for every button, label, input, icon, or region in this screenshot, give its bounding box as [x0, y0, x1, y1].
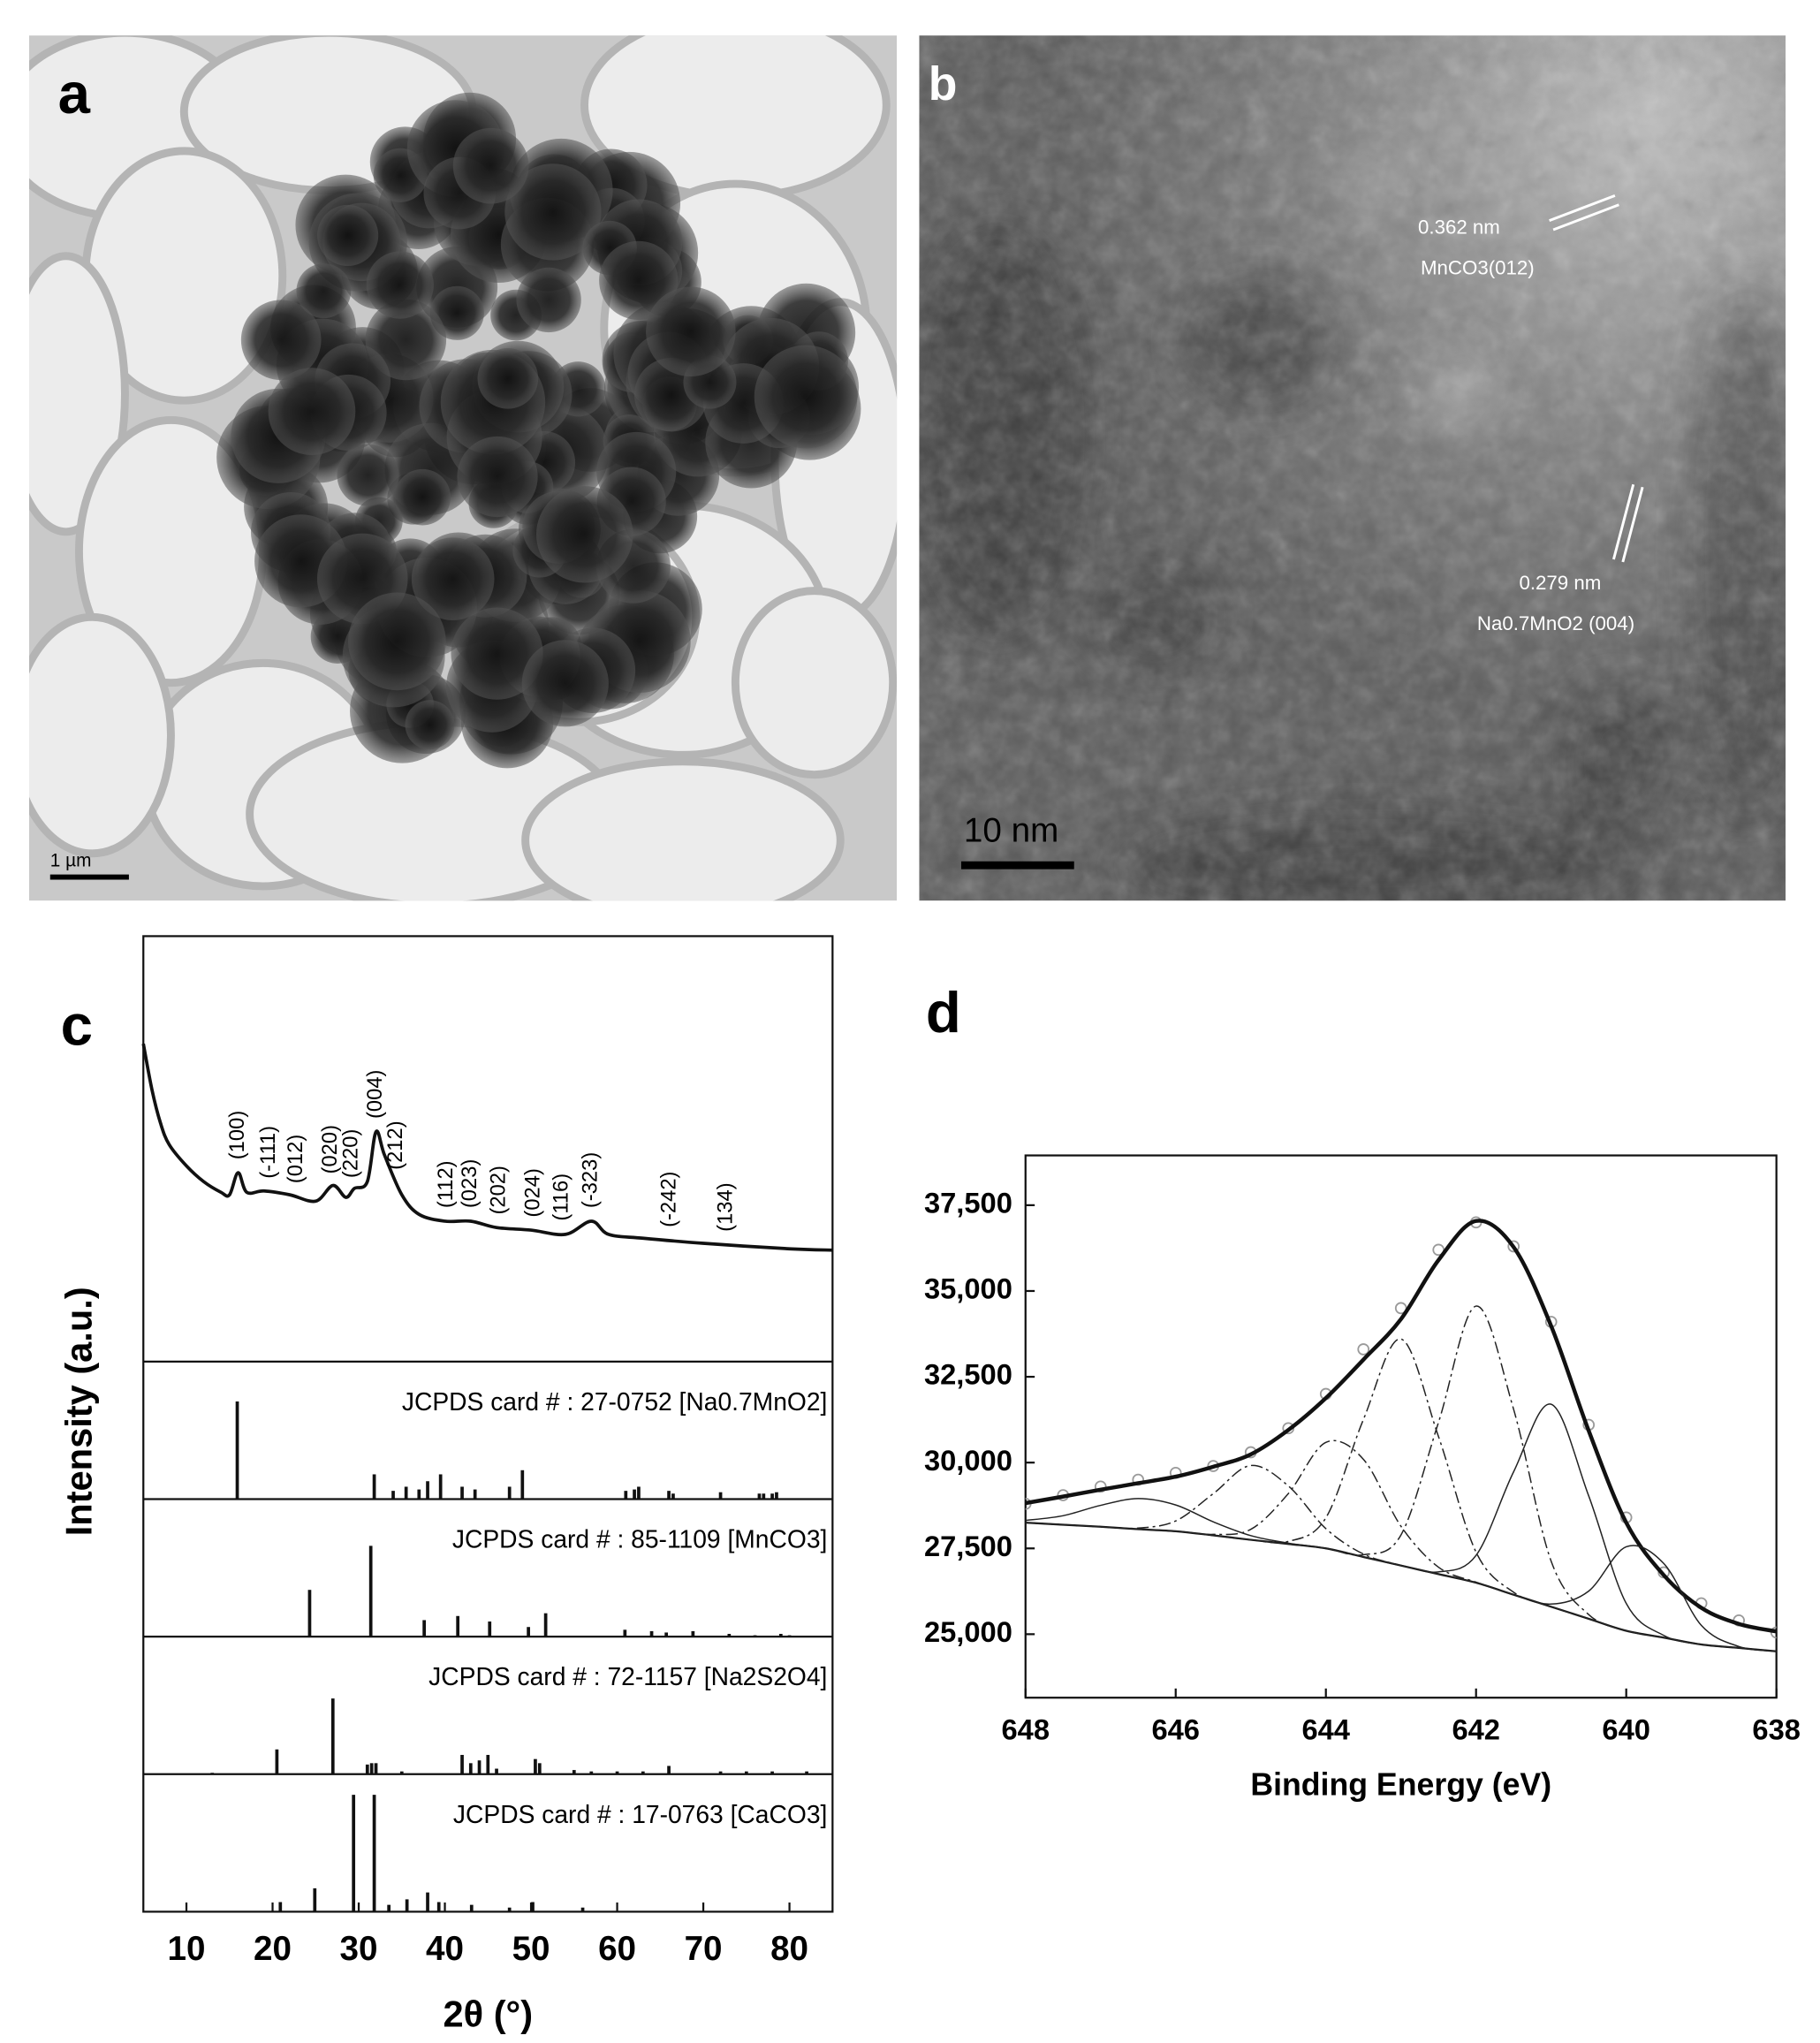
peak-label: (012) — [284, 1135, 307, 1183]
particle — [516, 267, 581, 333]
peak-label: (220) — [339, 1129, 363, 1178]
reference-label: JCPDS card # : 27-0752 [Na0.7MnO2] — [402, 1387, 828, 1416]
micrograph-b — [919, 35, 1786, 901]
particle — [504, 163, 602, 261]
particle — [317, 204, 379, 266]
x-axis-label: 2θ (°) — [444, 1993, 534, 2034]
reference-label: JCPDS card # : 85-1109 [MnCO3] — [452, 1524, 828, 1553]
reference-label: JCPDS card # : 17-0763 [CaCO3] — [453, 1800, 827, 1828]
peak-label: (023) — [458, 1159, 482, 1208]
peak-label: (100) — [225, 1111, 249, 1159]
x-axis-label: Binding Energy (eV) — [1250, 1767, 1551, 1803]
y-tick-label: 27,500 — [924, 1530, 1012, 1562]
y-tick-label: 30,000 — [924, 1444, 1012, 1477]
x-tick-label: 638 — [1752, 1713, 1801, 1745]
particle — [268, 368, 356, 455]
x-tick-label: 10 — [168, 1930, 206, 1968]
y-tick-label: 37,500 — [924, 1187, 1012, 1219]
fit-line — [1025, 1522, 1777, 1652]
particle — [521, 640, 609, 727]
x-tick-label: 648 — [1001, 1713, 1050, 1745]
x-tick-label: 40 — [426, 1930, 464, 1968]
peak-label: (212) — [383, 1120, 407, 1169]
x-tick-label: 80 — [770, 1930, 808, 1968]
support-film-hole — [28, 612, 175, 858]
fit-line — [1025, 1464, 1777, 1652]
peak-label: (020) — [318, 1125, 342, 1173]
x-tick-label: 646 — [1151, 1713, 1200, 1745]
fit-line — [1025, 1305, 1777, 1652]
pattern-line — [141, 1043, 833, 1252]
peak-label: (004) — [363, 1070, 387, 1119]
panel-label: c — [61, 993, 93, 1058]
y-tick-label: 32,500 — [924, 1358, 1012, 1391]
x-tick-label: 640 — [1602, 1713, 1650, 1745]
data-point — [1094, 1480, 1107, 1493]
envelope-line — [1025, 1219, 1777, 1634]
peak-label: (112) — [434, 1160, 458, 1208]
lattice-spacing: 0.362 nm — [1418, 216, 1500, 238]
y-axis-label: Intensity (a.u.) — [57, 1287, 99, 1536]
reference-label: JCPDS card # : 72-1157 [Na2S2O4] — [428, 1662, 827, 1690]
support-film-hole — [731, 587, 898, 779]
data-point — [1357, 1343, 1370, 1356]
y-tick-label: 25,000 — [924, 1615, 1012, 1648]
panel-label: a — [58, 61, 91, 125]
micrograph-a — [28, 35, 898, 901]
particle — [451, 607, 543, 700]
lattice-plane: Na0.7MnO2 (004) — [1477, 612, 1634, 634]
scale-bar-label: 1 µm — [50, 851, 92, 871]
particle — [296, 263, 352, 319]
particle — [365, 299, 447, 381]
lattice-spacing: 0.279 nm — [1519, 572, 1601, 594]
data-point — [1507, 1240, 1520, 1253]
peak-label: (-323) — [579, 1152, 603, 1208]
image-texture — [919, 35, 1786, 901]
panel-label: d — [926, 980, 961, 1044]
x-tick-label: 50 — [512, 1930, 550, 1968]
x-tick-label: 20 — [254, 1930, 292, 1968]
particle — [240, 300, 322, 381]
particle — [754, 345, 858, 449]
particle — [394, 468, 451, 526]
fit-line — [1025, 1522, 1777, 1652]
peak-label: (024) — [520, 1168, 544, 1217]
x-tick-label: 642 — [1452, 1713, 1500, 1745]
particle — [599, 240, 679, 320]
panel-label: b — [929, 58, 958, 110]
peak-label: (-242) — [656, 1172, 680, 1227]
peak-label: (202) — [486, 1166, 510, 1214]
plot-frame — [1024, 1154, 1778, 1699]
particle — [457, 436, 538, 518]
x-tick-label: 30 — [340, 1930, 378, 1968]
lattice-plane: MnCO3(012) — [1421, 257, 1535, 279]
particle — [405, 700, 455, 750]
particle — [337, 444, 399, 506]
support-film-hole — [521, 757, 845, 901]
particle — [646, 286, 736, 377]
peak-label: (116) — [549, 1173, 573, 1221]
y-tick-label: 35,000 — [924, 1272, 1012, 1305]
fit-line — [1025, 1439, 1777, 1652]
x-tick-label: 644 — [1301, 1713, 1350, 1745]
particle — [477, 347, 539, 409]
plot-area — [1025, 1216, 1777, 1652]
scale-bar-label: 10 nm — [964, 811, 1058, 849]
peak-label: (-111) — [256, 1126, 280, 1179]
particle — [366, 251, 434, 319]
peak-label: (134) — [714, 1182, 738, 1231]
lattice-marker — [1549, 194, 1644, 563]
x-tick-label: 70 — [685, 1930, 723, 1968]
fit-line — [1025, 1338, 1777, 1652]
particle — [411, 537, 495, 620]
particle — [452, 127, 529, 204]
x-tick-label: 60 — [598, 1930, 636, 1968]
particle — [536, 486, 633, 583]
particle — [348, 592, 446, 691]
plot-frame — [142, 935, 834, 1913]
